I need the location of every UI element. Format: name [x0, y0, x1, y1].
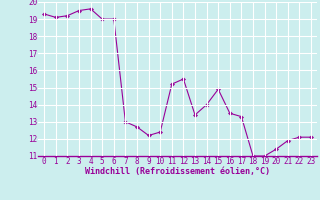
X-axis label: Windchill (Refroidissement éolien,°C): Windchill (Refroidissement éolien,°C)	[85, 167, 270, 176]
